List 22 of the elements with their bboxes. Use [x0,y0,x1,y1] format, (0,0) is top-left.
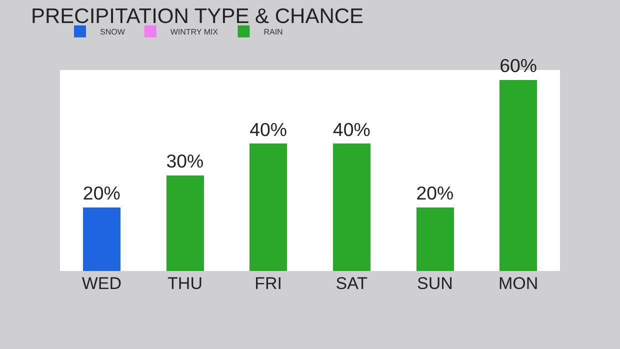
data-label: 60% [500,55,537,76]
x-tick-label: MON [498,274,538,293]
x-tick-label: SAT [336,274,368,293]
bar [166,176,204,271]
x-tick-label: SUN [417,274,453,293]
bar [82,207,120,271]
legend-label: RAIN [264,28,284,36]
legend-label: WINTRY MIX [170,28,219,36]
x-tick-label: WED [82,274,122,293]
chart-title: PRECIPITATION TYPE & CHANCE [31,5,364,28]
data-label: 20% [82,182,120,204]
data-label: 30% [166,150,204,172]
data-label: 20% [416,182,454,204]
bar [500,80,538,271]
data-label: 40% [332,118,370,140]
bar [332,144,370,271]
x-tick-label: FRI [254,274,282,293]
x-tick-label: THU [168,274,202,293]
bar [416,207,454,271]
bar [250,144,288,271]
legend-label: SNOW [100,28,126,36]
data-label: 40% [250,118,287,140]
